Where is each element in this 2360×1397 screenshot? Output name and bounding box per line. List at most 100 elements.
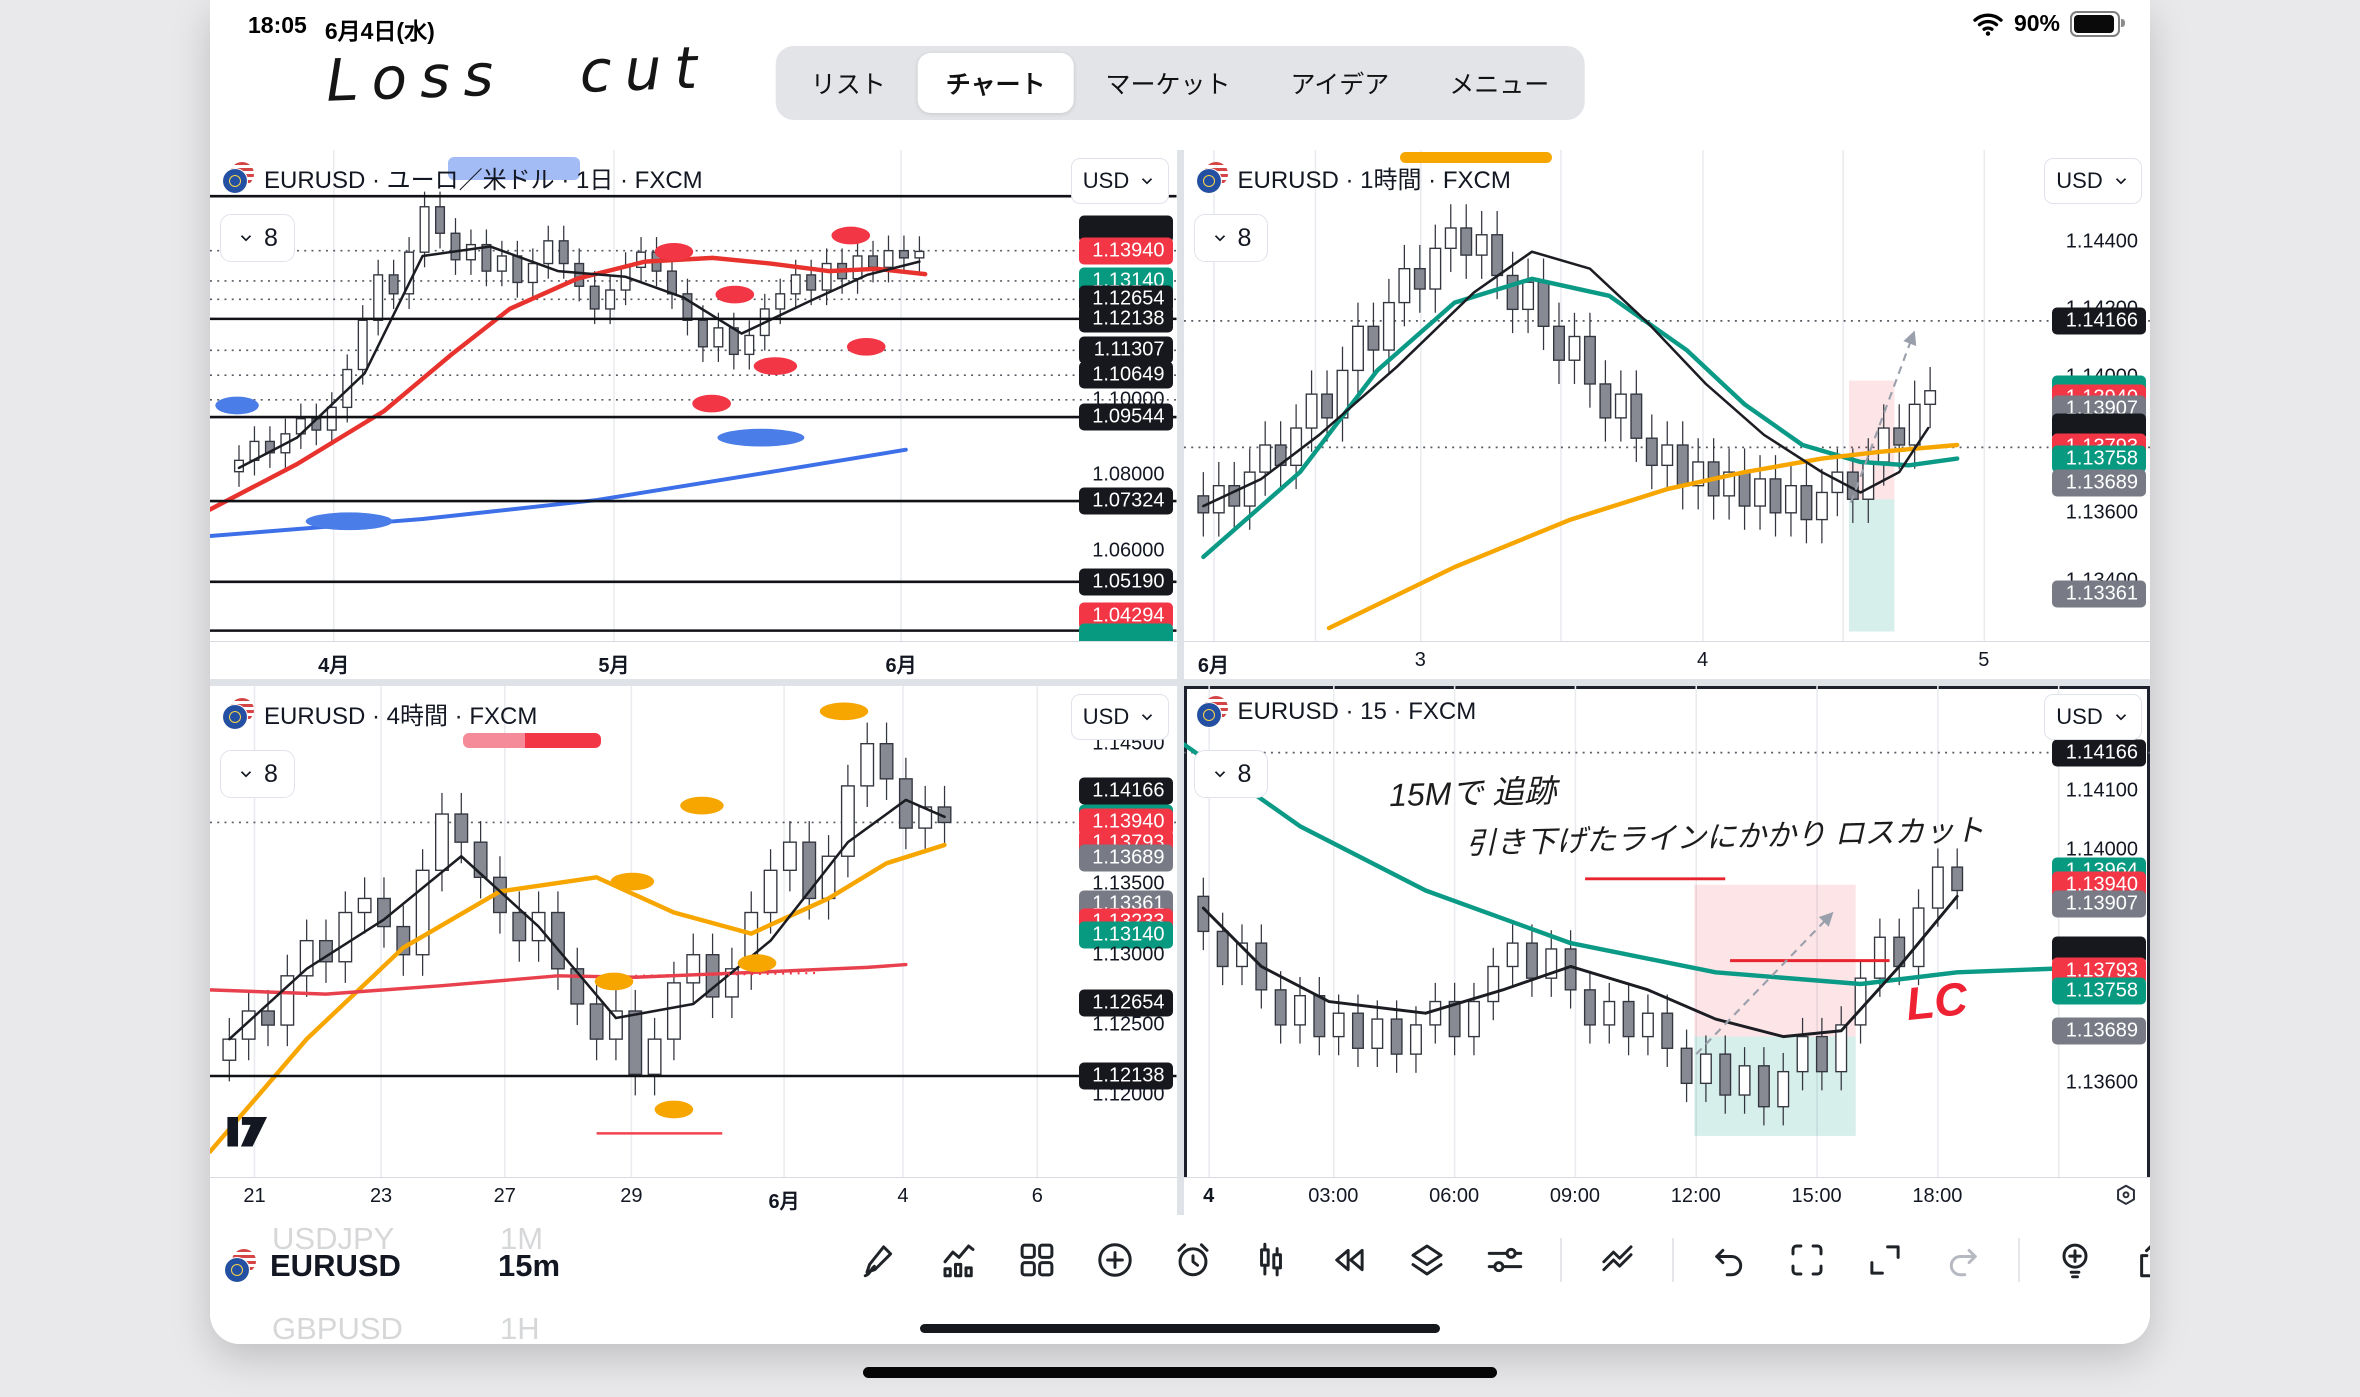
tool-maximize-button[interactable] — [1862, 1237, 1908, 1283]
chevron-down-icon — [240, 771, 252, 778]
axis-tick: 4 — [1696, 649, 1709, 671]
home-indicator[interactable] — [863, 1367, 1497, 1378]
axis-tick: 5月 — [598, 655, 630, 677]
replay-icon — [1335, 1248, 1364, 1272]
tab-メニュー[interactable]: メニュー — [1449, 71, 1550, 99]
chart-header[interactable]: EURUSD · ユーロ／米ドル · 1日 · FXCM — [222, 160, 703, 195]
eurusd-flag-icon — [224, 1249, 256, 1283]
tool-redo-button[interactable] — [1940, 1237, 1986, 1283]
battery-percent: 90% — [2013, 10, 2060, 36]
currency-dropdown[interactable]: USD — [1070, 694, 1169, 740]
currency-dropdown[interactable]: USD — [2044, 694, 2142, 740]
status-date: 6月4日(水) — [324, 18, 435, 44]
nav-tabs: リスト チャート マーケット アイデア メニュー — [775, 46, 1585, 120]
tool-alert-button[interactable] — [1170, 1237, 1216, 1283]
currency-dropdown[interactable]: USD — [1070, 158, 1169, 204]
chart-header[interactable]: EURUSD · 15 · FXCM — [1195, 696, 1476, 728]
chart-panel-daily[interactable]: 1.13940 1.13140 1.12654 1.12138 1.11307 1.106… — [210, 150, 1177, 679]
objects-icon — [1411, 1244, 1443, 1276]
tool-bars-button[interactable] — [1248, 1237, 1294, 1283]
maximize-icon — [1870, 1245, 1900, 1275]
tool-trend-button[interactable] — [1594, 1237, 1640, 1283]
candles-plot — [1183, 686, 2150, 1178]
chart-header[interactable]: EURUSD · 1時間 · FXCM — [1195, 160, 1511, 195]
picker-symbol: USDJPY — [272, 1221, 395, 1256]
axis-tick: 4 — [897, 1185, 909, 1207]
axis-tick: 29 — [620, 1185, 643, 1207]
currency-label: USD — [2056, 168, 2103, 193]
time-axis[interactable]: 6月 3 4 5 — [1183, 641, 2150, 679]
annotation-highlight — [1399, 152, 1552, 163]
chevron-down-icon — [1214, 235, 1225, 242]
symbol-interval-picker[interactable]: USDJPY 1M EURUSD 15m GBPUSD 1H — [224, 1215, 744, 1344]
status-bar-right: 90% — [1972, 10, 2125, 37]
axis-tick: 21 — [243, 1185, 266, 1207]
add-icon — [1098, 1243, 1132, 1277]
time-axis[interactable]: 4月 5月 6月 — [210, 641, 1177, 679]
collapse-button[interactable]: 8 — [1193, 214, 1269, 262]
symbol-picker-row[interactable]: EURUSD 15m — [224, 1248, 560, 1284]
tab-マーケット[interactable]: マーケット — [1105, 71, 1231, 99]
chart-panel-15m[interactable]: 1.14166 1.14100 1.14000 1.13964 1.13940 1.139… — [1183, 686, 2150, 1215]
tradingview-app-window: 18:05 6月4日(水) 90% リスト チャート マーケット アイデア メニュー L… — [210, 0, 2150, 1344]
layout-icon — [1020, 1243, 1054, 1277]
tool-objects-button[interactable] — [1404, 1237, 1450, 1283]
object-count: 8 — [1237, 759, 1252, 788]
picker-interval: 15m — [498, 1248, 561, 1283]
objects-settings-icon[interactable] — [2112, 1182, 2140, 1215]
axis-tick: 18:00 — [1912, 1185, 1963, 1207]
currency-dropdown[interactable]: USD — [2044, 158, 2142, 204]
chart-title: EURUSD · 4時間 · FXCM — [264, 703, 538, 730]
axis-tick: 4 — [1203, 1185, 1215, 1207]
candles-plot — [1183, 150, 2150, 642]
collapse-button[interactable]: 8 — [1193, 750, 1269, 798]
eurusd-flag-icon — [1195, 696, 1228, 728]
tool-add-button[interactable] — [1092, 1237, 1138, 1283]
axis-tick: 15:00 — [1791, 1185, 1842, 1207]
time-axis[interactable]: 21 23 27 29 6月 4 6 — [210, 1177, 1177, 1215]
chart-header[interactable]: EURUSD · 4時間 · FXCM — [222, 696, 537, 731]
app-drag-handle[interactable] — [920, 1324, 1440, 1333]
axis-tick: 4月 — [318, 655, 350, 677]
settings-icon — [1487, 1247, 1523, 1273]
chart-panel-4h[interactable]: 1.14500 1.14166 1.13940 1.13793 1.13689 1.135… — [210, 686, 1177, 1215]
chevron-down-icon — [1142, 178, 1153, 185]
object-count: 8 — [264, 759, 278, 788]
axis-tick: 6月 — [885, 655, 917, 677]
tool-indicators-button[interactable] — [936, 1237, 982, 1283]
tool-share-button[interactable] — [2130, 1237, 2150, 1283]
tab-リスト[interactable]: リスト — [810, 71, 886, 99]
tab-アイデア[interactable]: アイデア — [1290, 71, 1390, 99]
chevron-down-icon — [2115, 714, 2126, 721]
tool-layout-button[interactable] — [1014, 1237, 1060, 1283]
tool-idea-button[interactable] — [2052, 1237, 2098, 1283]
tool-buttons — [858, 1237, 2150, 1283]
axis-tick: 6月 — [768, 1191, 800, 1213]
trend-icon — [1602, 1245, 1633, 1272]
collapse-button[interactable]: 8 — [220, 750, 295, 798]
object-count: 8 — [264, 223, 278, 252]
eurusd-flag-icon — [1195, 161, 1228, 194]
redo-icon — [1949, 1248, 1977, 1277]
candles-plot — [210, 150, 1177, 642]
currency-label: USD — [2056, 704, 2103, 729]
tab-チャート[interactable]: チャート — [917, 53, 1074, 113]
symbol-picker-row[interactable]: USDJPY 1M — [224, 1221, 543, 1257]
currency-label: USD — [1082, 168, 1130, 193]
time-axis[interactable]: 4 03:00 06:00 09:00 12:00 15:00 18:00 — [1183, 1177, 2150, 1215]
chevron-down-icon — [1214, 771, 1225, 778]
symbol-picker-row[interactable]: GBPUSD 1H — [224, 1311, 540, 1344]
handwritten-lc-label: LC — [1902, 971, 1970, 1031]
undo-icon — [1715, 1248, 1743, 1277]
axis-tick: 03:00 — [1308, 1185, 1359, 1207]
tool-settings-button[interactable] — [1482, 1237, 1528, 1283]
collapse-button[interactable]: 8 — [220, 214, 295, 262]
tool-fullscreen-button[interactable] — [1784, 1237, 1830, 1283]
tool-draw-button[interactable] — [858, 1237, 904, 1283]
chart-grid: 1.13940 1.13140 1.12654 1.12138 1.11307 1.106… — [210, 150, 2150, 1215]
axis-tick: 09:00 — [1549, 1185, 1600, 1207]
tool-replay-button[interactable] — [1326, 1237, 1372, 1283]
chart-panel-1h[interactable]: 1.14400 1.14200 1.14166 1.14000 1.13940 1.139… — [1183, 150, 2150, 679]
eurusd-flag-icon — [222, 697, 254, 730]
tool-undo-button[interactable] — [1706, 1237, 1752, 1283]
